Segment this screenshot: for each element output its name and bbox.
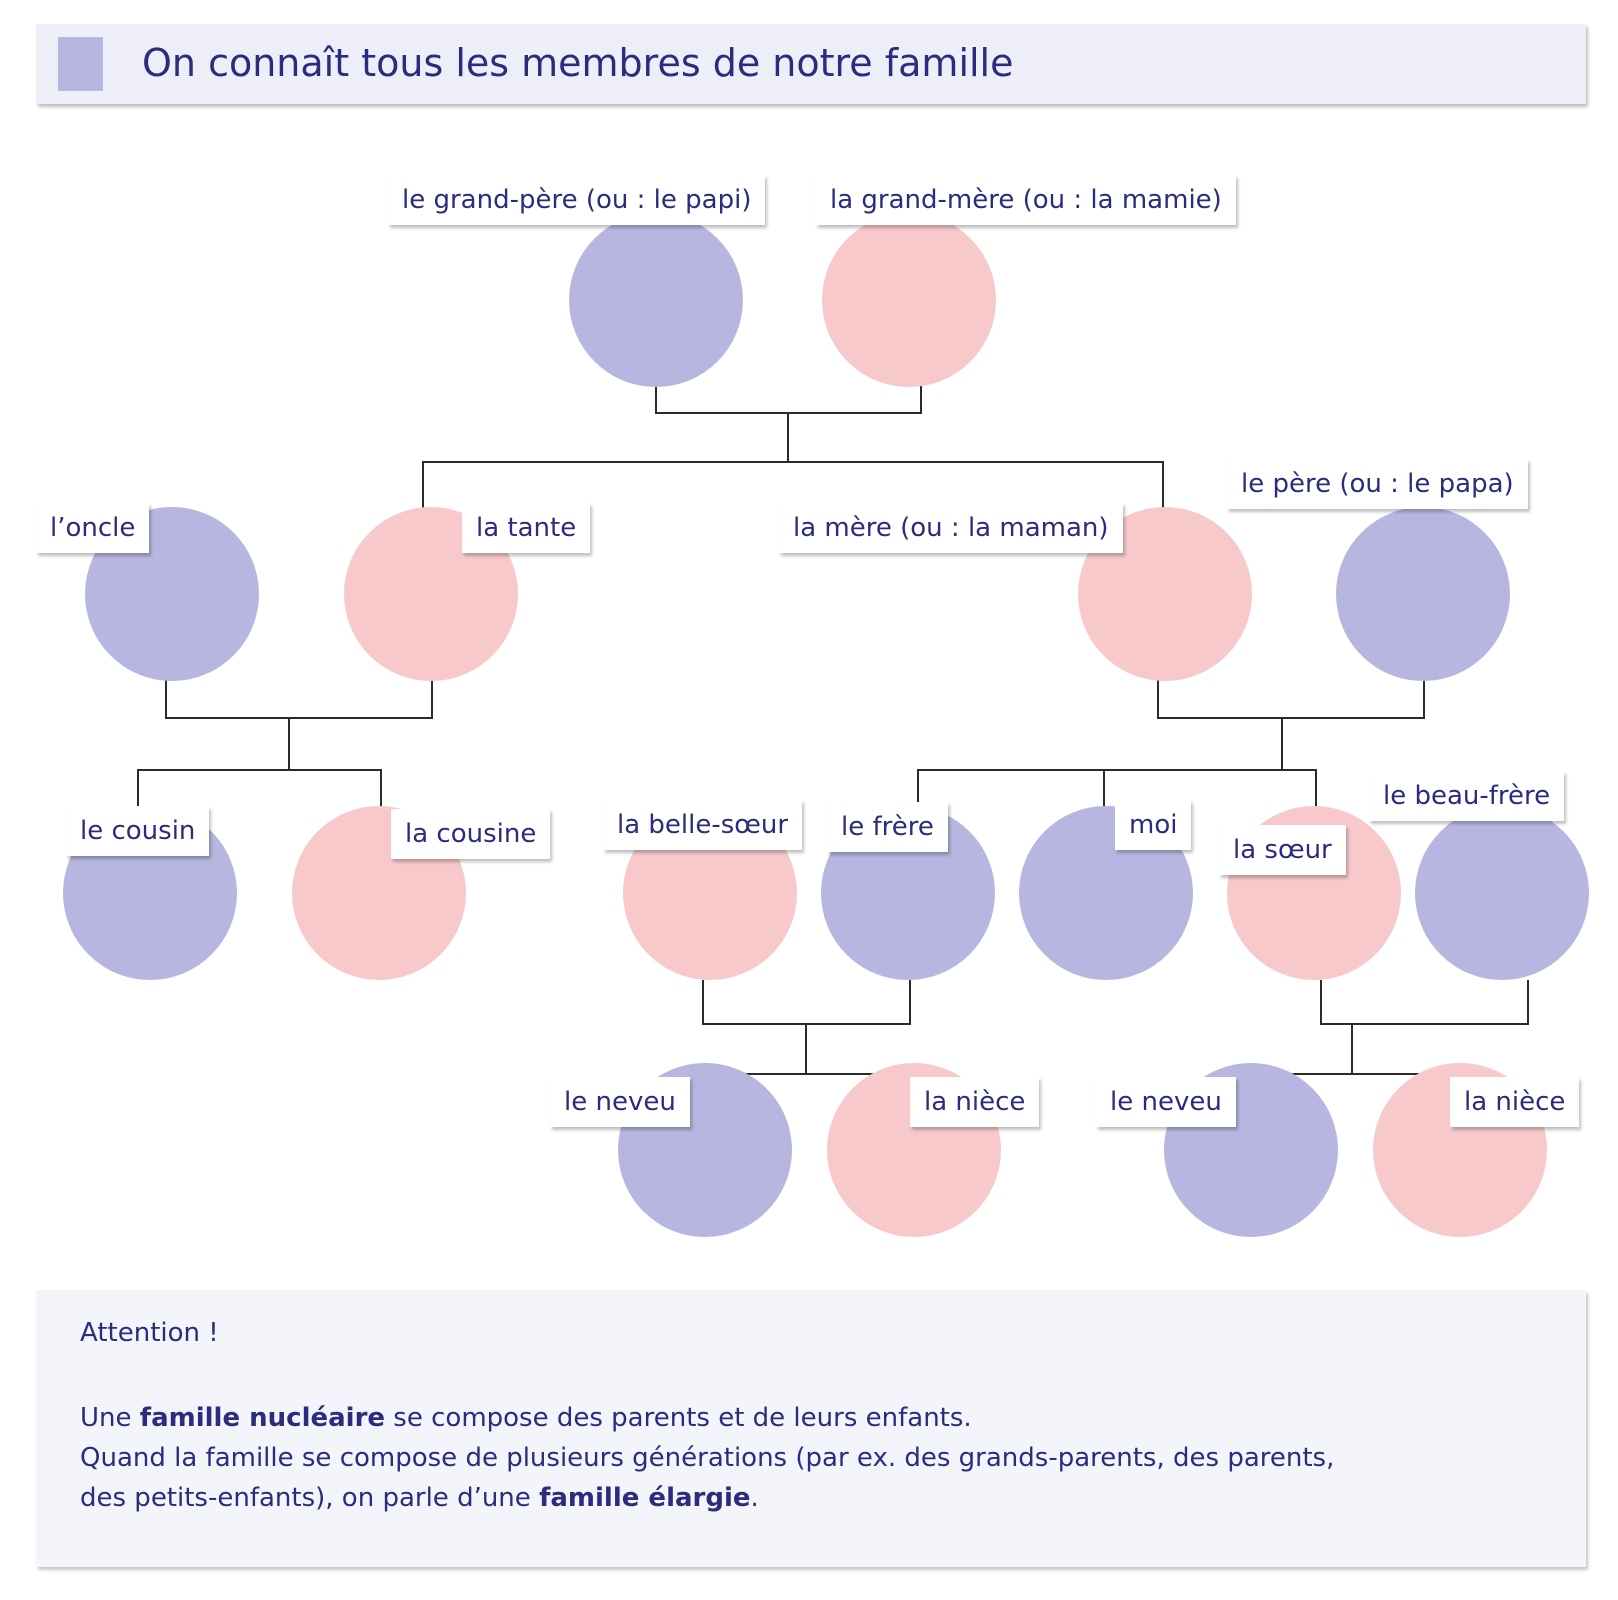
grandmother-circle	[822, 213, 996, 387]
father-circle	[1336, 507, 1510, 681]
note-line-1-end: se compose des parents et de leurs enfan…	[385, 1403, 972, 1433]
label-father: le père (ou : le papa)	[1227, 459, 1528, 509]
label-me: moi	[1115, 800, 1192, 850]
label-mother: la mère (ou : la maman)	[779, 503, 1123, 553]
brother-couple-connector	[702, 980, 911, 1025]
page-title: On connaît tous les membres de notre fam…	[142, 41, 1014, 85]
label-niece-1: la nièce	[910, 1077, 1040, 1127]
siblings-branch	[917, 769, 1317, 806]
label-grandmother: la grand-mère (ou : la mamie)	[816, 175, 1236, 225]
note-line-3-start: des petits-enfants), on parle d’une	[80, 1483, 540, 1513]
note-line-2: Quand la famille se compose de plusieurs…	[80, 1443, 1335, 1473]
note-text: Une famille nucléaire se compose des par…	[80, 1398, 1520, 1518]
attention-note: Attention ! Une famille nucléaire se com…	[36, 1290, 1586, 1567]
label-uncle: l’oncle	[36, 503, 150, 553]
note-line-3: des petits-enfants), on parle d’une fami…	[80, 1478, 1520, 1518]
label-grandfather: le grand-père (ou : le papi)	[388, 175, 766, 225]
label-nephew-2: le neveu	[1096, 1077, 1236, 1127]
label-nephew-1: le neveu	[550, 1077, 690, 1127]
note-line-1: Une famille nucléaire se compose des par…	[80, 1398, 1520, 1438]
uncle-aunt-connector	[165, 680, 433, 719]
note-term-extended: famille élargie	[539, 1483, 751, 1513]
label-niece-2: la nièce	[1450, 1077, 1580, 1127]
sister-couple-connector	[1320, 980, 1529, 1025]
cousins-branch	[137, 769, 382, 806]
note-line-1-start: Une	[80, 1403, 140, 1433]
parents-connector	[1157, 680, 1425, 719]
header-square-icon	[58, 37, 103, 91]
label-brother: le frère	[827, 802, 948, 852]
label-brother-in-law: le beau-frère	[1369, 771, 1565, 821]
label-sister: la sœur	[1219, 825, 1346, 875]
children-branch	[422, 461, 1164, 508]
note-line-3-end: .	[750, 1483, 759, 1513]
label-sister-in-law: la belle-sœur	[603, 800, 803, 850]
grandparents-connector	[655, 385, 922, 414]
grandfather-circle	[569, 213, 743, 387]
note-term-nuclear: famille nucléaire	[139, 1403, 386, 1433]
person-circles	[63, 213, 1589, 1237]
page-header: On connaît tous les membres de notre fam…	[36, 24, 1586, 104]
label-aunt: la tante	[462, 503, 591, 553]
family-tree-diagram	[63, 213, 1589, 1237]
label-cousin-female: la cousine	[391, 809, 551, 859]
label-cousin-male: le cousin	[66, 806, 210, 856]
brother-in-law-circle	[1415, 806, 1589, 980]
note-heading: Attention !	[80, 1318, 219, 1348]
